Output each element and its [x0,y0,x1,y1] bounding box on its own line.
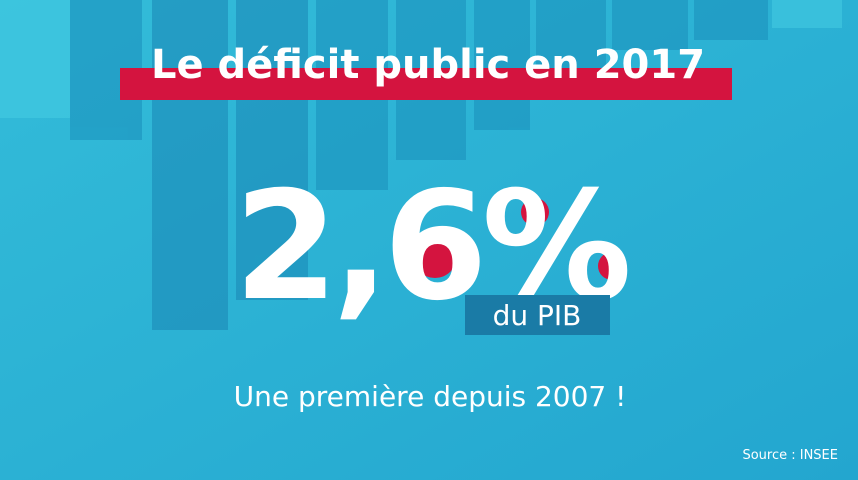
counter-accent [521,198,549,226]
decor-bar [236,0,308,300]
decor-bar [0,0,70,118]
unit: du PIB [493,299,582,332]
decor-bar [612,0,688,50]
counter-accent [413,234,457,278]
decor-bar [536,0,606,80]
title-band [120,68,732,100]
decor-bar [772,0,842,28]
unit-box [465,295,610,335]
counter-accent [598,252,626,280]
decor-bar [152,0,228,330]
decor-bar [474,0,530,130]
source: Source : INSEE [742,448,838,463]
title: Le déficit public en 2017 [151,42,705,88]
tagline: Une première depuis 2007 ! [234,380,627,413]
decor-bar [694,0,768,40]
